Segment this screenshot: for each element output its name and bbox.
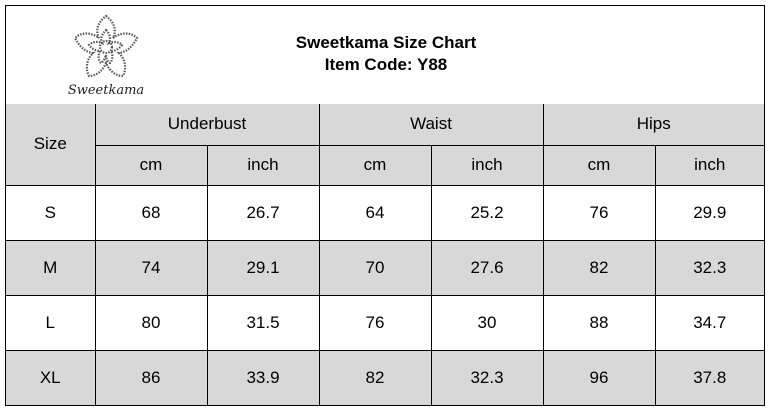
value-cell: 88 [542,294,656,351]
value-cell: 80 [94,294,208,351]
page-title: Sweetkama Size Chart [295,33,477,52]
value-cell: 29.1 [206,239,320,296]
value-cell: 25.2 [430,184,544,241]
table-row: S 68 26.7 64 25.2 76 29.9 [6,184,765,241]
title-block: Sweetkama Size Chart Item Code: Y88 [156,32,616,76]
header-row-groups: Size Underbust Waist Hips [6,104,765,186]
brand-logo: Sweetkama [61,12,151,100]
chart-header: Sweetkama Sweetkama Size Chart Item Code… [6,6,764,105]
value-cell: 76 [318,294,432,351]
value-cell: 27.6 [430,239,544,296]
value-cell: 64 [318,184,432,241]
value-cell: 82 [318,349,432,405]
value-cell: 68 [94,184,208,241]
value-cell: 70 [318,239,432,296]
group-header-waist: Waist [318,104,544,146]
value-cell: 76 [542,184,656,241]
value-cell: 29.9 [654,184,765,241]
group-header-hips: Hips [542,104,765,146]
unit-header: cm [318,144,432,186]
value-cell: 26.7 [206,184,320,241]
value-cell: 33.9 [206,349,320,405]
size-cell: M [6,239,96,296]
value-cell: 32.3 [654,239,765,296]
value-cell: 30 [430,294,544,351]
value-cell: 74 [94,239,208,296]
unit-header: cm [95,144,208,186]
value-cell: 82 [542,239,656,296]
size-chart: Sweetkama Sweetkama Size Chart Item Code… [5,5,765,406]
value-cell: 34.7 [654,294,765,351]
unit-header: inch [430,144,544,186]
value-cell: 86 [94,349,208,405]
header-row-units: cm inch cm inch cm inch [6,144,765,186]
unit-header: inch [654,144,765,186]
size-column-header: Size [6,104,96,186]
table-row: L 80 31.5 76 30 88 34.7 [6,294,765,351]
size-cell: S [6,184,96,241]
value-cell: 32.3 [430,349,544,405]
unit-header: inch [206,144,320,186]
unit-header: cm [542,144,656,186]
group-header-underbust: Underbust [94,104,320,146]
flower-logo-icon [73,14,139,78]
size-cell: L [6,294,96,351]
size-table: Size Underbust Waist Hips cm inch cm inc… [6,104,765,405]
table-row: M 74 29.1 70 27.6 82 32.3 [6,239,765,296]
value-cell: 37.8 [654,349,765,405]
table-row: XL 86 33.9 82 32.3 96 37.8 [6,349,765,405]
size-cell: XL [6,349,96,405]
value-cell: 96 [542,349,656,405]
brand-logo-text: Sweetkama [67,83,145,98]
value-cell: 31.5 [206,294,320,351]
item-code: Item Code: Y88 [324,55,448,74]
